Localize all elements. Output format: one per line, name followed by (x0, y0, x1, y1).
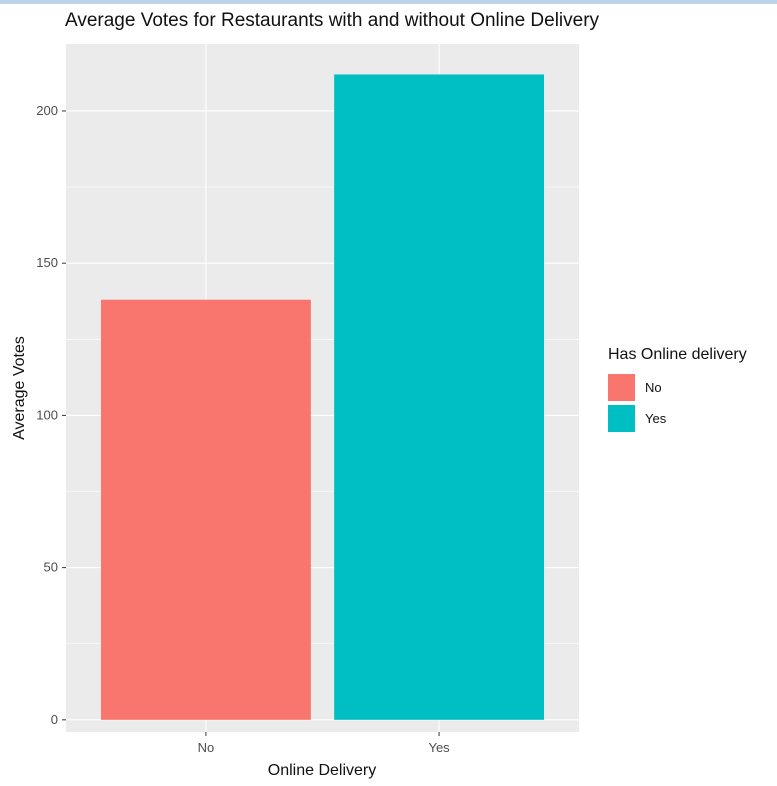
x-axis-ticks: No Yes (198, 732, 450, 755)
y-axis-ticks: 0 50 100 150 200 (36, 103, 66, 727)
bars (100, 74, 545, 720)
legend: Has Online delivery No Yes (608, 346, 747, 434)
legend-item-no: No (608, 372, 747, 403)
legend-item-yes: Yes (608, 403, 747, 434)
y-tick-label: 150 (36, 255, 58, 270)
legend-key-no (608, 374, 635, 401)
legend-label-no: No (645, 380, 662, 395)
chart-title: Average Votes for Restaurants with and w… (65, 10, 600, 31)
y-tick-label: 100 (36, 407, 58, 422)
x-tick-label: No (198, 740, 215, 755)
x-tick-label: Yes (428, 740, 450, 755)
x-axis-title: Online Delivery (268, 762, 376, 779)
y-tick-label: 50 (44, 560, 58, 575)
bar-yes (334, 74, 545, 720)
legend-title: Has Online delivery (608, 346, 747, 363)
y-tick-label: 200 (36, 103, 58, 118)
legend-label-yes: Yes (645, 411, 667, 426)
legend-key-yes (608, 405, 635, 432)
y-axis-title: Average Votes (11, 336, 28, 440)
window-top-border (0, 0, 777, 4)
bar-no (100, 299, 311, 720)
y-tick-label: 0 (51, 712, 58, 727)
